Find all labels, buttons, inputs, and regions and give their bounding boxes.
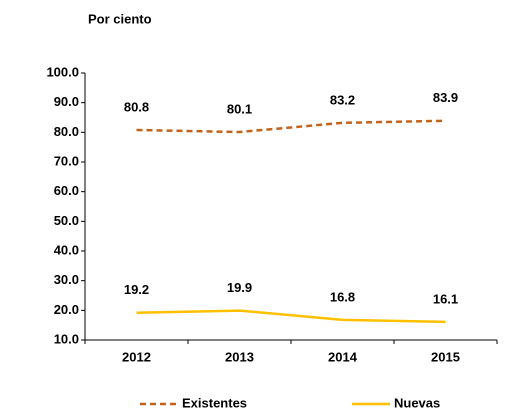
data-label: 19.2 — [124, 282, 149, 297]
y-tick-label: 80.0 — [54, 124, 79, 139]
line-series — [136, 309, 446, 324]
y-tick-label: 90.0 — [54, 94, 79, 109]
data-label: 80.8 — [124, 99, 149, 114]
y-tick-label: 40.0 — [54, 242, 79, 257]
data-label: 80.1 — [227, 101, 252, 116]
data-label: 83.2 — [330, 92, 355, 107]
y-tick-label: 30.0 — [54, 272, 79, 287]
data-label: 83.9 — [433, 90, 458, 105]
y-tick-label: 60.0 — [54, 183, 79, 198]
y-tick-label: 70.0 — [54, 153, 79, 168]
x-tick-label: 2014 — [328, 349, 358, 364]
legend-label: Existentes — [182, 395, 247, 410]
x-tick-label: 2013 — [225, 349, 254, 364]
y-tick-label: 100.0 — [46, 64, 79, 79]
y-tick-label: 50.0 — [54, 213, 79, 228]
data-label: 16.1 — [433, 291, 458, 306]
x-tick-label: 2012 — [122, 349, 151, 364]
y-tick-label: 20.0 — [54, 302, 79, 317]
x-tick-label: 2015 — [431, 349, 460, 364]
data-label: 16.8 — [330, 289, 355, 304]
y-axis-label: Por ciento — [88, 11, 152, 26]
y-tick-label: 10.0 — [54, 331, 79, 346]
legend-label: Nuevas — [394, 395, 440, 410]
data-label: 19.9 — [227, 280, 252, 295]
line-series — [136, 119, 446, 134]
